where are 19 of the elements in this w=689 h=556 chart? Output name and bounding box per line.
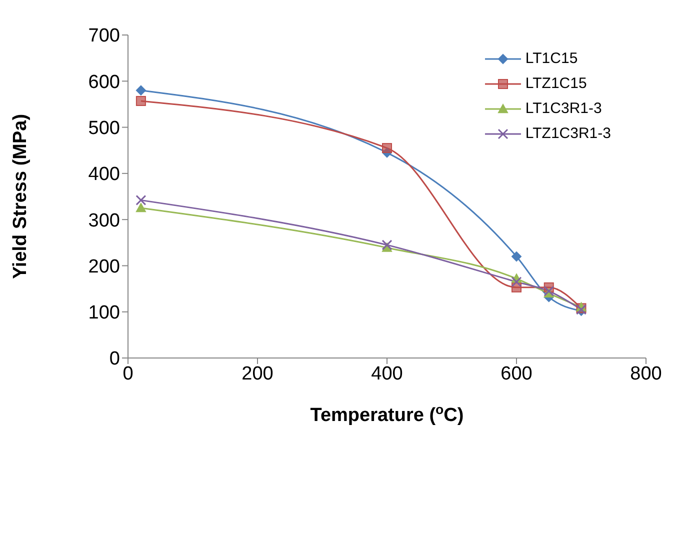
- y-tick-label: 500: [88, 118, 120, 140]
- legend-label: LTZ1C3R1-3: [525, 125, 611, 142]
- y-tick-label: 300: [88, 210, 120, 232]
- y-tick-label: 400: [88, 164, 120, 186]
- y-tick-label: 700: [88, 26, 120, 47]
- y-tick-label: 100: [88, 302, 120, 324]
- y-tick-label: 200: [88, 256, 120, 278]
- x-tick-label: 200: [242, 363, 274, 384]
- legend-label: LT1C3R1-3: [525, 100, 602, 117]
- legend-label: LTZ1C15: [525, 75, 587, 92]
- x-tick-label: 800: [630, 363, 662, 384]
- x-tick-label: 600: [500, 363, 532, 384]
- legend-label: LT1C15: [525, 50, 578, 67]
- x-axis-title: Temperature ($^{o}$C): [310, 402, 464, 426]
- x-tick-label: 400: [371, 363, 403, 384]
- y-tick-label: 600: [88, 72, 120, 93]
- y-axis-title: Yield Stress (MPa): [10, 114, 31, 280]
- x-tick-label: 0: [122, 363, 134, 384]
- y-tick-label: 0: [109, 348, 120, 370]
